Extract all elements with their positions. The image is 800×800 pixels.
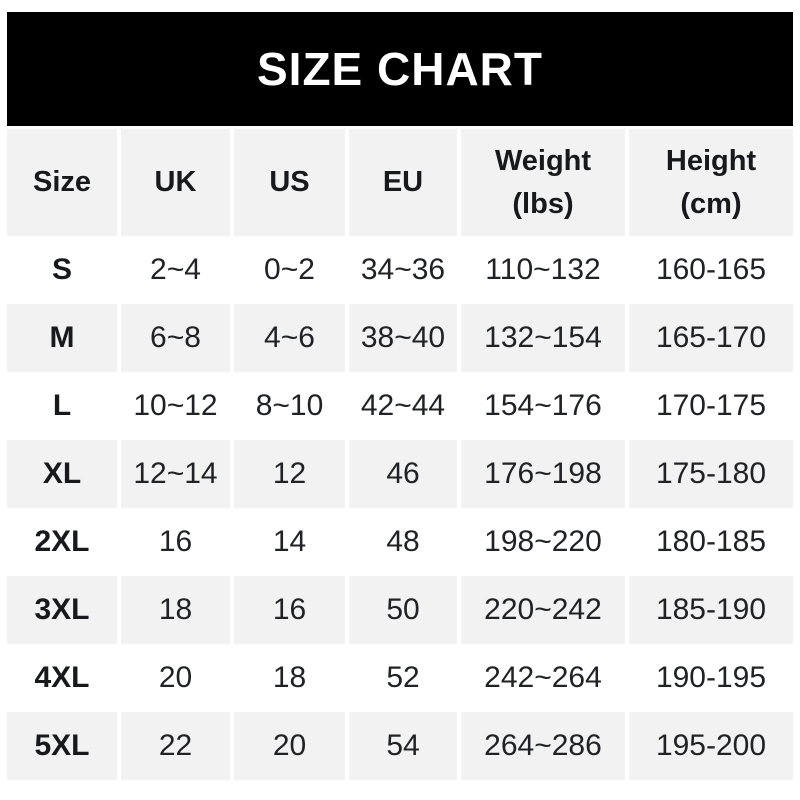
cell-uk: 18 [121, 576, 230, 644]
cell-us: 20 [234, 712, 345, 780]
col-header-label: Weight [494, 145, 592, 178]
cell-size: M [7, 304, 117, 372]
cell-uk: 10~12 [121, 372, 230, 440]
cell-eu: 54 [349, 712, 457, 780]
cell-size: XL [7, 440, 117, 508]
cell-us: 16 [234, 576, 345, 644]
size-chart-table: Size UK US EU Weight (lbs) Height (cm) [3, 129, 797, 780]
cell-height: 195-200 [629, 712, 793, 780]
cell-uk: 2~4 [121, 236, 230, 304]
col-header-label: UK [154, 166, 197, 199]
cell-weight: 264~286 [461, 712, 625, 780]
cell-height: 160-165 [629, 236, 793, 304]
cell-us: 12 [234, 440, 345, 508]
cell-height: 190-195 [629, 644, 793, 712]
table-row-l: L 10~12 8~10 42~44 154~176 170-175 [7, 372, 793, 440]
cell-weight: 154~176 [461, 372, 625, 440]
header-row: Size UK US EU Weight (lbs) Height (cm) [7, 129, 793, 236]
cell-eu: 34~36 [349, 236, 457, 304]
cell-uk: 22 [121, 712, 230, 780]
cell-uk: 6~8 [121, 304, 230, 372]
cell-weight: 132~154 [461, 304, 625, 372]
cell-uk: 16 [121, 508, 230, 576]
cell-weight: 176~198 [461, 440, 625, 508]
table-row-xl: XL 12~14 12 46 176~198 175-180 [7, 440, 793, 508]
cell-height: 175-180 [629, 440, 793, 508]
cell-eu: 42~44 [349, 372, 457, 440]
cell-us: 14 [234, 508, 345, 576]
cell-us: 8~10 [234, 372, 345, 440]
cell-weight: 110~132 [461, 236, 625, 304]
cell-size: 5XL [7, 712, 117, 780]
cell-height: 170-175 [629, 372, 793, 440]
cell-uk: 20 [121, 644, 230, 712]
cell-uk: 12~14 [121, 440, 230, 508]
col-header-label: Height [665, 145, 757, 178]
col-header-sublabel: (lbs) [512, 187, 574, 220]
cell-eu: 38~40 [349, 304, 457, 372]
cell-weight: 242~264 [461, 644, 625, 712]
cell-eu: 48 [349, 508, 457, 576]
cell-eu: 46 [349, 440, 457, 508]
table-row-4xl: 4XL 20 18 52 242~264 190-195 [7, 644, 793, 712]
cell-weight: 198~220 [461, 508, 625, 576]
cell-size: S [7, 236, 117, 304]
cell-size: 4XL [7, 644, 117, 712]
cell-eu: 52 [349, 644, 457, 712]
col-header-label: EU [382, 166, 424, 199]
title-banner: SIZE CHART [7, 12, 793, 126]
table-row-m: M 6~8 4~6 38~40 132~154 165-170 [7, 304, 793, 372]
cell-us: 0~2 [234, 236, 345, 304]
col-header-height: Height (cm) [629, 129, 793, 236]
col-header-label: US [269, 166, 310, 199]
cell-us: 4~6 [234, 304, 345, 372]
table-row-3xl: 3XL 18 16 50 220~242 185-190 [7, 576, 793, 644]
col-header-eu: EU [349, 129, 457, 236]
table-row-s: S 2~4 0~2 34~36 110~132 160-165 [7, 236, 793, 304]
page-title: SIZE CHART [257, 43, 543, 95]
cell-us: 18 [234, 644, 345, 712]
cell-size: 3XL [7, 576, 117, 644]
cell-height: 180-185 [629, 508, 793, 576]
col-header-uk: UK [121, 129, 230, 236]
col-header-sublabel: (cm) [680, 187, 742, 220]
col-header-size: Size [7, 129, 117, 236]
cell-height: 185-190 [629, 576, 793, 644]
col-header-weight: Weight (lbs) [461, 129, 625, 236]
cell-weight: 220~242 [461, 576, 625, 644]
cell-eu: 50 [349, 576, 457, 644]
cell-size: 2XL [7, 508, 117, 576]
table-row-2xl: 2XL 16 14 48 198~220 180-185 [7, 508, 793, 576]
col-header-us: US [234, 129, 345, 236]
col-header-label: Size [32, 166, 92, 199]
cell-height: 165-170 [629, 304, 793, 372]
cell-size: L [7, 372, 117, 440]
table-row-5xl: 5XL 22 20 54 264~286 195-200 [7, 712, 793, 780]
